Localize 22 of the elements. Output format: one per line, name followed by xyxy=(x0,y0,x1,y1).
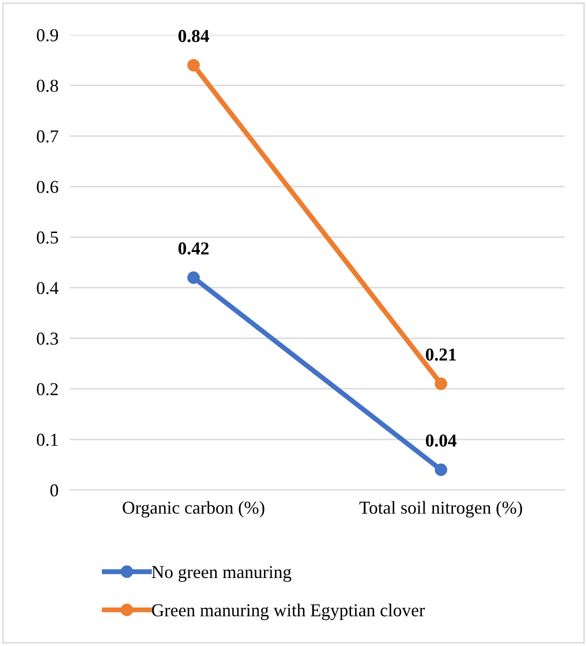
y-tick-label: 0.3 xyxy=(36,332,58,345)
data-label: 0.84 xyxy=(178,30,210,42)
y-tick-label: 0.5 xyxy=(36,231,58,244)
data-label: 0.04 xyxy=(426,434,456,447)
legend-label: No green manuring xyxy=(152,566,292,582)
data-label: 0.21 xyxy=(426,348,456,361)
point xyxy=(187,271,200,284)
point xyxy=(187,58,200,72)
y-tick-label: 0.2 xyxy=(36,383,58,396)
y-tick-label: 0.8 xyxy=(36,80,58,92)
data-label: 0.42 xyxy=(178,242,209,255)
point xyxy=(434,464,448,476)
y-tick-label: 0.7 xyxy=(36,130,58,143)
point xyxy=(434,378,448,390)
y-tick-label: 0 xyxy=(50,484,58,496)
y-tick-label: 0.1 xyxy=(36,434,58,446)
x-tick-label: Total soil nitrogen (%) xyxy=(359,501,522,518)
y-tick-label: 0.9 xyxy=(36,29,58,42)
y-tick-label: 0.4 xyxy=(36,282,58,294)
y-tick-label: 0.6 xyxy=(36,180,58,194)
legend-label: Green manuring with Egyptian clover xyxy=(152,604,425,620)
x-tick-label: Organic carbon (%) xyxy=(122,501,264,518)
